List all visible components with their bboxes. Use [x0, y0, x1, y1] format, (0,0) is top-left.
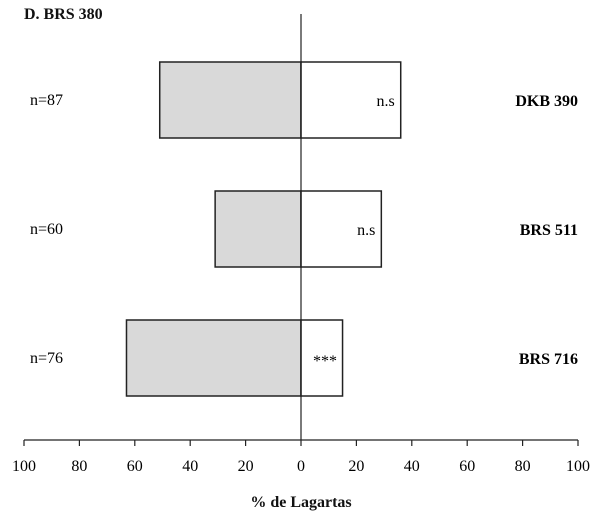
- bar-left: [125, 319, 302, 397]
- panel-title: D. BRS 380: [24, 6, 103, 23]
- x-axis: 100 80 60 40 20 0 20 40 60 80 100: [12, 14, 590, 475]
- bar-right: [300, 61, 402, 139]
- x-tick-label: 60: [459, 458, 475, 475]
- bars-layer: [125, 61, 402, 397]
- x-tick-label: 0: [297, 458, 305, 475]
- bar-right: [300, 319, 344, 397]
- x-tick-label: 20: [238, 458, 254, 475]
- x-tick-label: 20: [348, 458, 364, 475]
- bar-right: [300, 190, 383, 268]
- bar-left: [158, 61, 302, 139]
- x-tick-label: 60: [127, 458, 143, 475]
- significance-label: ***: [313, 353, 337, 370]
- x-tick-label: 80: [515, 458, 531, 475]
- x-tick-label: 80: [71, 458, 87, 475]
- labels-layer: n=87 DKB 390 n.s n=60 BRS 511 n.s n=76 BRS 716 *…: [30, 92, 578, 370]
- significance-label: n.s: [357, 222, 375, 239]
- x-axis-title: % de Lagartas: [250, 494, 352, 511]
- x-tick-label: 40: [404, 458, 420, 475]
- n-label: n=76: [30, 350, 63, 367]
- category-label: DKB 390: [515, 93, 578, 110]
- n-label: n=87: [30, 92, 63, 109]
- category-label: BRS 716: [519, 351, 578, 368]
- bar-left: [214, 190, 302, 268]
- category-label: BRS 511: [520, 222, 578, 239]
- significance-label: n.s: [376, 93, 394, 110]
- x-tick-label: 100: [566, 458, 590, 475]
- n-label: n=60: [30, 221, 63, 238]
- x-tick-label: 40: [182, 458, 198, 475]
- x-tick-label: 100: [12, 458, 36, 475]
